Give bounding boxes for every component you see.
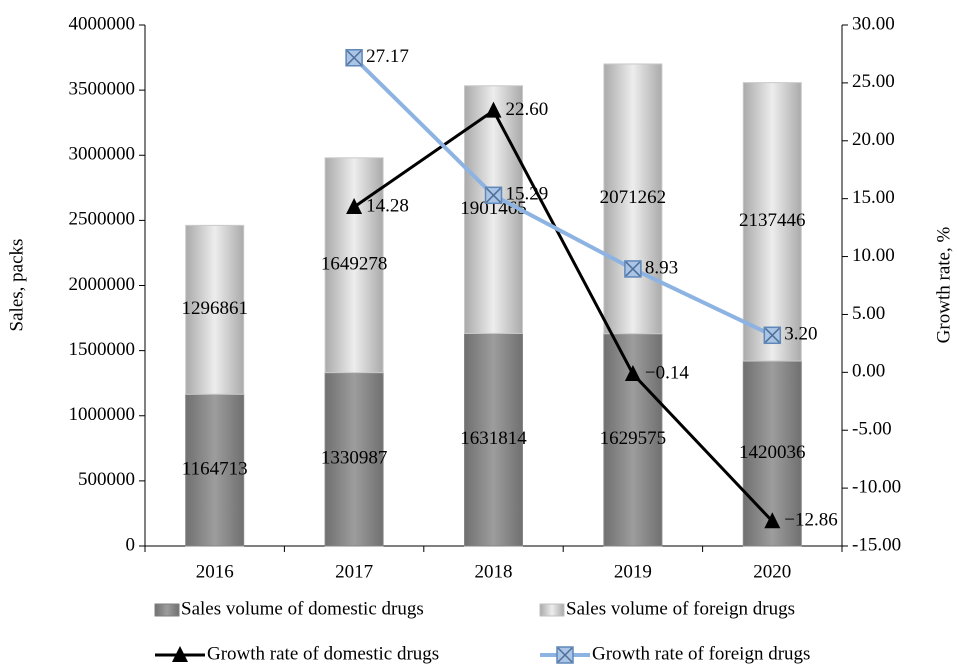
bar [464,332,523,547]
bar [185,224,245,395]
x-tick-label: 2018 [475,561,513,582]
legend-swatch [539,603,565,617]
y-tick-label: 500000 [78,469,135,490]
x-tick-label: 2020 [753,561,791,582]
y-tick-label: 3500000 [69,78,136,99]
line-marker [484,186,503,205]
line-value-label: 3.20 [784,324,817,345]
x-tick-label: 2016 [196,561,234,582]
marker-cross [557,647,573,663]
bar [185,393,245,547]
bar-value-label: 1629575 [600,428,667,449]
y-tick-label: 1000000 [69,404,136,425]
legend-label: Sales volume of domestic drugs [181,598,424,619]
legend-marker [172,646,188,662]
line-value-label: 14.28 [366,195,409,216]
bar-value-label: 1420036 [739,442,806,463]
y-tick-label: 0 [126,534,136,555]
marker-cross [625,261,641,277]
bar-value-label: 1296861 [181,298,248,319]
line-value-label: 8.93 [645,257,678,278]
line-marker [624,364,641,381]
y2-tick-label: 5.00 [852,303,885,324]
legend-item: Growth rate of domestic drugs [155,643,439,664]
legend-label: Growth rate of foreign drugs [592,643,810,664]
line-value-label: 15.29 [506,184,549,205]
bar [464,85,523,334]
legend-item: Sales volume of foreign drugs [539,598,795,619]
y-tick-label: 1500000 [69,339,136,360]
marker-cross [346,50,362,66]
bar [742,82,802,362]
line-value-label: −12.86 [784,510,837,531]
bar [324,372,384,547]
bar-value-label: 2137446 [739,210,806,231]
y2-tick-label: 15.00 [852,187,895,208]
legend-swatch [154,603,180,617]
legend-item: Growth rate of foreign drugs [540,643,810,664]
y-tick-label: 4000000 [69,13,136,34]
bar-value-label: 1164713 [182,459,248,480]
line-value-label: 27.17 [366,46,409,67]
line-marker [624,260,642,278]
legend-label: Sales volume of foreign drugs [566,598,795,619]
bar [603,63,663,335]
y2-tick-label: -10.00 [852,476,901,497]
line-marker [763,326,782,345]
line-value-label: 22.60 [506,99,549,120]
line [353,108,774,523]
y2-tick-label: -5.00 [852,419,892,440]
y-tick-label: 2500000 [69,209,136,230]
y-tick-label: 2000000 [69,274,136,295]
line-marker [346,198,363,215]
y2-axis-title: Growth rate, % [933,227,954,344]
y-tick-label: 3000000 [69,144,136,165]
y2-tick-label: 30.00 [852,13,895,34]
line [352,56,774,338]
line-value-label: −0.14 [645,362,689,383]
y2-tick-label: 25.00 [852,71,895,92]
y-axis-title: Sales, packs [6,239,27,332]
legend-item: Sales volume of domestic drugs [154,598,424,619]
bar-value-label: 1330987 [321,448,388,469]
y2-tick-label: 0.00 [852,361,885,382]
y2-tick-label: -15.00 [852,534,901,555]
line-marker [764,512,781,529]
line-marker [485,101,502,118]
bar-value-label: 1631814 [460,428,527,449]
marker-cross [485,187,502,203]
bar-value-label: 2071262 [600,187,667,208]
y2-tick-label: 10.00 [852,245,895,266]
x-tick-label: 2017 [335,561,373,582]
legend-marker [556,646,574,664]
x-tick-label: 2019 [614,561,652,582]
line-marker [345,49,363,67]
bar-value-label: 1649278 [321,254,388,275]
legend-label: Growth rate of domestic drugs [207,643,439,664]
marker-cross [764,327,780,343]
y2-tick-label: 20.00 [852,129,895,150]
